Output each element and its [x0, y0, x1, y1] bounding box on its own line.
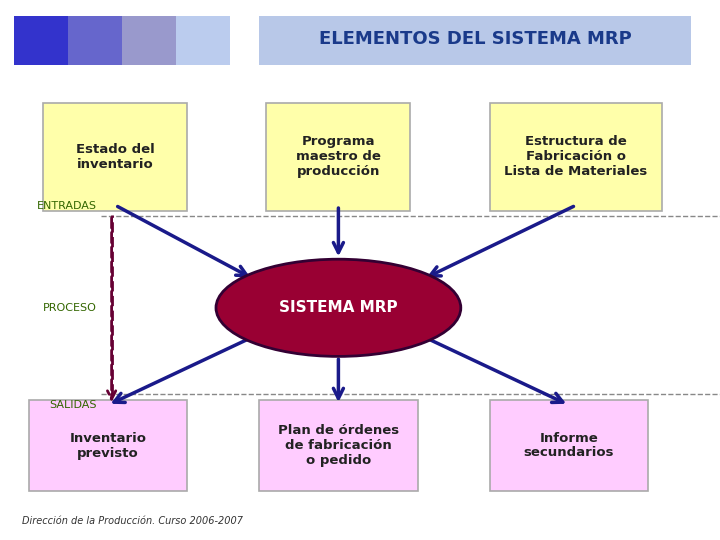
Text: PROCESO: PROCESO: [43, 303, 97, 313]
Text: Estado del
inventario: Estado del inventario: [76, 143, 155, 171]
FancyBboxPatch shape: [266, 103, 410, 211]
FancyBboxPatch shape: [259, 16, 691, 65]
FancyBboxPatch shape: [122, 16, 176, 65]
FancyBboxPatch shape: [490, 103, 662, 211]
FancyBboxPatch shape: [14, 16, 68, 65]
FancyBboxPatch shape: [68, 16, 122, 65]
Text: SISTEMA MRP: SISTEMA MRP: [279, 300, 397, 315]
Text: Estructura de
Fabricación o
Lista de Materiales: Estructura de Fabricación o Lista de Mat…: [505, 135, 647, 178]
Text: Inventario
previsto: Inventario previsto: [70, 431, 146, 460]
Text: SALIDAS: SALIDAS: [50, 400, 97, 410]
FancyBboxPatch shape: [29, 400, 187, 491]
Text: Plan de órdenes
de fabricación
o pedido: Plan de órdenes de fabricación o pedido: [278, 424, 399, 467]
FancyBboxPatch shape: [176, 16, 230, 65]
Text: ELEMENTOS DEL SISTEMA MRP: ELEMENTOS DEL SISTEMA MRP: [319, 30, 631, 48]
Text: ENTRADAS: ENTRADAS: [37, 200, 97, 211]
Ellipse shape: [216, 259, 461, 356]
Text: Informe
secundarios: Informe secundarios: [523, 431, 614, 460]
Text: Dirección de la Producción. Curso 2006-2007: Dirección de la Producción. Curso 2006-2…: [22, 516, 243, 526]
FancyBboxPatch shape: [490, 400, 648, 491]
Text: Programa
maestro de
producción: Programa maestro de producción: [296, 135, 381, 178]
FancyBboxPatch shape: [43, 103, 187, 211]
FancyBboxPatch shape: [259, 400, 418, 491]
